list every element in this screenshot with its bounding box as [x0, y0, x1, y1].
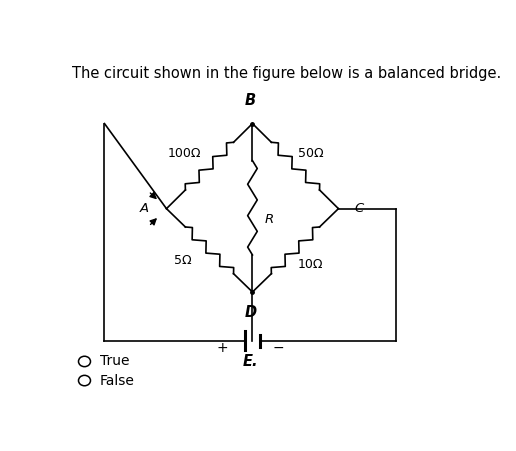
Text: B: B	[245, 93, 256, 108]
Text: C: C	[354, 202, 364, 215]
Text: 50Ω: 50Ω	[298, 147, 323, 160]
Text: +: +	[217, 341, 228, 354]
Text: D: D	[245, 305, 256, 320]
Text: R: R	[265, 212, 273, 226]
Text: True: True	[100, 354, 129, 368]
Text: 5Ω: 5Ω	[174, 254, 191, 267]
Text: The circuit shown in the figure below is a balanced bridge.: The circuit shown in the figure below is…	[72, 66, 502, 81]
Text: 10Ω: 10Ω	[298, 258, 323, 271]
Text: A: A	[139, 202, 149, 215]
Text: −: −	[272, 341, 284, 354]
Text: E.: E.	[243, 354, 258, 369]
Text: False: False	[100, 373, 135, 387]
Text: 100Ω: 100Ω	[168, 147, 201, 160]
